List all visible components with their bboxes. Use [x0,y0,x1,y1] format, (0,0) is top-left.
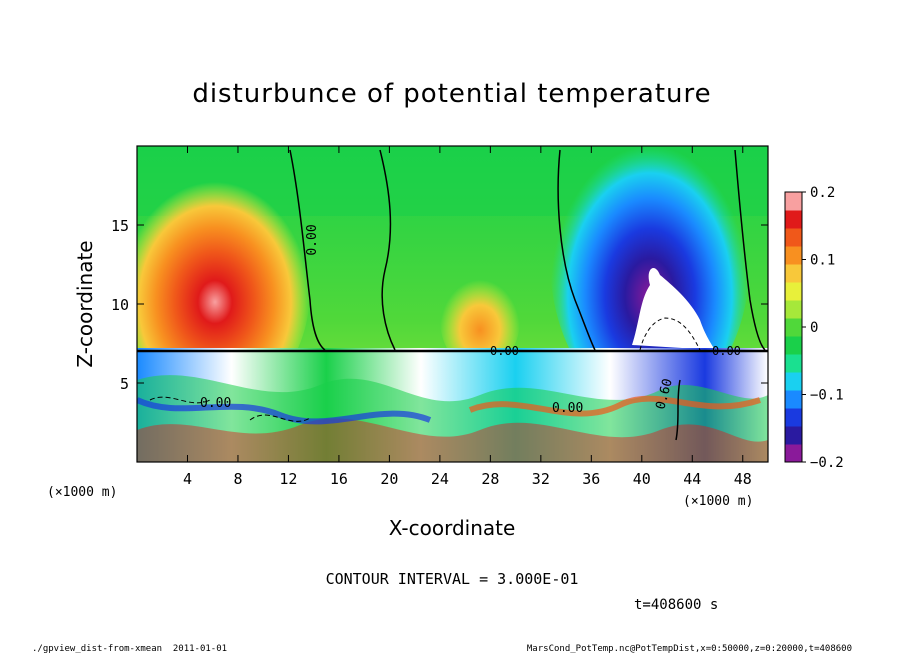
colorbar-tick-label: −0.2 [810,455,844,471]
contour-label: 0.00 [552,401,583,416]
colorbar-swatch [785,300,802,319]
time-label: t=408600 s [634,597,718,613]
x-tick-label: 28 [481,470,499,488]
contour-label: 0.00 [712,344,741,358]
colorbar-swatch [785,192,802,211]
x-tick-label: 12 [279,470,297,488]
z-tick-label: 5 [120,375,129,393]
x-axis-label: X-coordinate [389,516,516,540]
x-tick-label: 8 [233,470,242,488]
z-tick-label: 10 [111,296,129,314]
z-axis: 5 10 15 [111,217,768,393]
z-axis-label: Z-coordinate [73,240,97,367]
colorbar-tick-label: 0.2 [810,185,835,201]
colorbar-tick-label: 0 [810,320,818,336]
colorbar-swatch [785,318,802,337]
contour-label: 0.00 [490,344,519,358]
plot-area: 0.00 0.00 0.00 0.00 0.00 0.60 [136,145,769,463]
colorbar-swatch [785,282,802,301]
z-tick-label: 15 [111,217,129,235]
x-tick-label: 36 [582,470,600,488]
colorbar-swatch [785,264,802,283]
contour-label: 0.00 [200,396,231,411]
chart-title: disturbunce of potential temperature [192,79,711,109]
colorbar-tick-label: 0.1 [810,253,835,269]
x-tick-label: 24 [431,470,449,488]
x-tick-label: 20 [380,470,398,488]
colorbar-tick-label: −0.1 [810,388,844,404]
colorbar: 0.2 0.1 0 −0.1 −0.2 [784,185,844,471]
colorbar-swatch [785,372,802,391]
colorbar-swatch [785,444,802,463]
z-unit-label: (×1000 m) [47,485,117,500]
colorbar-swatch [785,246,802,265]
x-tick-label: 48 [734,470,752,488]
x-tick-label: 16 [330,470,348,488]
colorbar-swatch [785,426,802,445]
colorbar-swatch [785,228,802,247]
x-tick-label: 32 [532,470,550,488]
contour-interval: CONTOUR INTERVAL = 3.000E-01 [326,570,579,588]
x-tick-label: 40 [633,470,651,488]
x-tick-label: 44 [683,470,701,488]
x-unit-label: (×1000 m) [683,494,753,509]
contour-label: 0.00 [305,224,320,255]
colorbar-swatch [785,210,802,229]
colorbar-swatch [785,390,802,409]
colorbar-swatch [785,408,802,427]
x-tick-label: 4 [183,470,192,488]
footer-right: MarsCond_PotTemp.nc@PotTempDist,x=0:5000… [527,644,852,654]
colorbar-swatch [785,354,802,373]
footer-left: ./gpview_dist-from-xmean 2011-01-01 [32,644,227,654]
colorbar-swatch [785,336,802,355]
x-axis: 4 8 12 16 20 24 28 32 36 40 44 48 [183,146,752,488]
